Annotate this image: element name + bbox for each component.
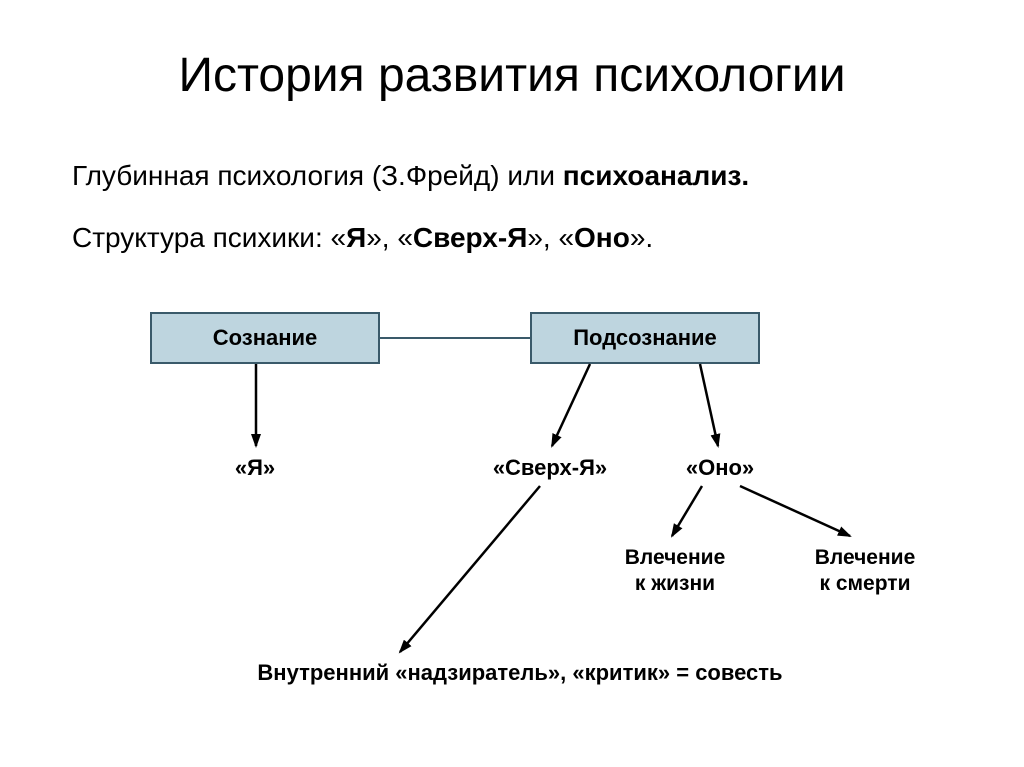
node-conscience: Внутренний «надзиратель», «критик» = сов… <box>205 660 835 686</box>
box-label: Сознание <box>213 325 318 351</box>
page-title: История развития психологии <box>0 48 1024 103</box>
node-ya: «Я» <box>195 455 315 481</box>
box-label: Подсознание <box>573 325 717 351</box>
node-life-drive: Влечениек жизни <box>595 545 755 597</box>
diagram-svg <box>0 0 1024 767</box>
node-ono: «Оно» <box>660 455 780 481</box>
node-death-drive: Влечениек смерти <box>785 545 945 597</box>
node-sverh-ya: «Сверх-Я» <box>465 455 635 481</box>
slide: История развития психологии Глубинная пс… <box>0 0 1024 767</box>
paragraph-2: Структура психики: «Я», «Сверх-Я», «Оно»… <box>72 222 653 254</box>
box-subconscious: Подсознание <box>530 312 760 364</box>
paragraph-1: Глубинная психология (З.Фрейд) или психо… <box>72 160 749 192</box>
box-consciousness: Сознание <box>150 312 380 364</box>
